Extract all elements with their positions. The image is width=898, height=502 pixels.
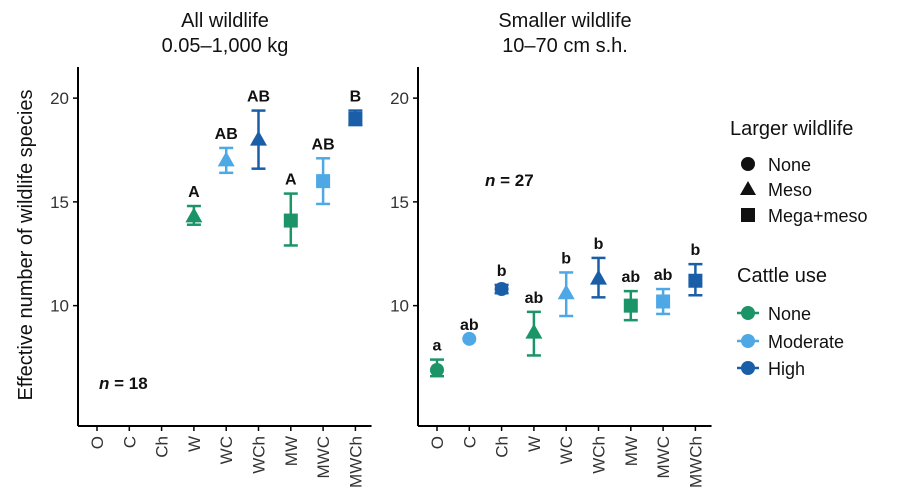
point-marker	[494, 282, 509, 297]
y-tick-label: 20	[390, 89, 409, 108]
panel-title: Smaller wildlife	[498, 10, 631, 32]
point-marker	[250, 130, 267, 146]
data-point-WCh: AB	[247, 89, 270, 170]
legend-shape-label: Meso	[768, 180, 812, 200]
point-marker	[525, 323, 543, 339]
x-tick-label: Ch	[153, 436, 172, 458]
data-point-O: a	[430, 338, 444, 378]
legend-color-label: None	[768, 304, 811, 324]
point-marker	[590, 269, 607, 285]
panel-subtitle: 10–70 cm s.h.	[502, 35, 628, 57]
data-point-MW: A	[283, 172, 298, 247]
sample-size-label: n = 27	[485, 171, 534, 190]
legend-color-label: Moderate	[768, 332, 844, 352]
significance-label: ab	[460, 317, 479, 334]
significance-label: AB	[312, 136, 335, 153]
point-marker	[656, 294, 671, 309]
legend-triangle-key	[740, 181, 756, 195]
legend: Larger wildlife None Meso Mega+meso Catt…	[730, 118, 868, 379]
data-point-MWC: AB	[312, 136, 335, 206]
data-point-MW: ab	[621, 269, 640, 322]
significance-label: AB	[247, 89, 270, 106]
point-marker	[623, 298, 638, 313]
significance-label: b	[594, 236, 604, 253]
legend-color-label: High	[768, 359, 805, 379]
x-tick-label: WCh	[590, 436, 609, 474]
significance-label: a	[433, 338, 442, 355]
x-tick-label: MW	[282, 436, 301, 466]
panel-all-wildlife: All wildlife 0.05–1,000 kg 10 15 20 O C Ch W WC…	[50, 10, 372, 488]
x-tick-label: MWC	[314, 436, 333, 478]
x-tick-label: W	[525, 436, 544, 452]
significance-label: b	[691, 242, 701, 259]
significance-label: B	[350, 89, 362, 106]
legend-color-key-none	[737, 306, 759, 320]
legend-color-key-high	[737, 361, 759, 375]
x-tick-label: W	[185, 436, 204, 452]
point-marker	[557, 284, 575, 300]
y-tick-label: 15	[390, 193, 409, 212]
y-tick-label: 10	[50, 297, 69, 316]
x-tick-label: Ch	[493, 436, 512, 458]
x-tick-label: WC	[217, 436, 236, 464]
x-tick-label: MWCh	[686, 436, 705, 488]
x-tick-label: O	[88, 436, 107, 449]
data-point-WC: b	[557, 250, 575, 318]
x-tick-label: MWC	[654, 436, 673, 478]
legend-shape-label: Mega+meso	[768, 206, 868, 226]
data-point-MWCh: B	[348, 89, 363, 127]
panel-title: All wildlife	[181, 10, 269, 32]
significance-label: ab	[654, 267, 673, 284]
point-marker	[185, 207, 203, 223]
significance-label: A	[188, 184, 200, 201]
legend-shape-label: None	[768, 155, 811, 175]
legend-square-key	[741, 208, 755, 222]
data-point-C: ab	[460, 317, 479, 346]
x-tick-label: O	[428, 436, 447, 449]
significance-label: AB	[215, 126, 238, 143]
data-point-W: ab	[525, 290, 544, 357]
significance-label: A	[285, 172, 297, 189]
y-tick-label: 15	[50, 193, 69, 212]
legend-color-key-moderate	[737, 334, 759, 348]
data-point-WC: AB	[215, 126, 238, 175]
legend-color-title: Cattle use	[737, 265, 827, 287]
point-marker	[688, 273, 703, 288]
point-marker	[462, 331, 477, 346]
legend-circle-key	[741, 157, 755, 171]
x-tick-label: WCh	[250, 436, 269, 474]
x-tick-label: C	[460, 436, 479, 448]
data-point-MWC: ab	[654, 267, 673, 316]
point-marker	[283, 213, 298, 228]
data-point-W: A	[185, 184, 203, 226]
x-tick-label: WC	[557, 436, 576, 464]
data-point-Ch: b	[494, 263, 509, 297]
legend-shape-title: Larger wildlife	[730, 118, 853, 140]
significance-label: b	[497, 263, 507, 280]
y-tick-label: 10	[390, 297, 409, 316]
panel-subtitle: 0.05–1,000 kg	[162, 35, 289, 57]
point-marker	[348, 111, 363, 126]
significance-label: b	[561, 250, 571, 267]
sample-size-label: n = 18	[99, 374, 148, 393]
significance-label: ab	[525, 290, 544, 307]
point-marker	[217, 151, 235, 167]
x-tick-label: C	[120, 436, 139, 448]
x-tick-label: MW	[622, 436, 641, 466]
y-tick-label: 20	[50, 89, 69, 108]
significance-label: ab	[621, 269, 640, 286]
data-point-WCh: b	[590, 236, 607, 299]
x-tick-label: MWCh	[346, 436, 365, 488]
panel-smaller-wildlife: Smaller wildlife 10–70 cm s.h. 10 15 20 O C C…	[390, 10, 712, 488]
point-marker	[316, 174, 331, 189]
point-marker	[430, 362, 444, 377]
y-axis-title: Effective number of wildlife species	[15, 90, 37, 401]
data-point-MWCh: b	[688, 242, 703, 297]
